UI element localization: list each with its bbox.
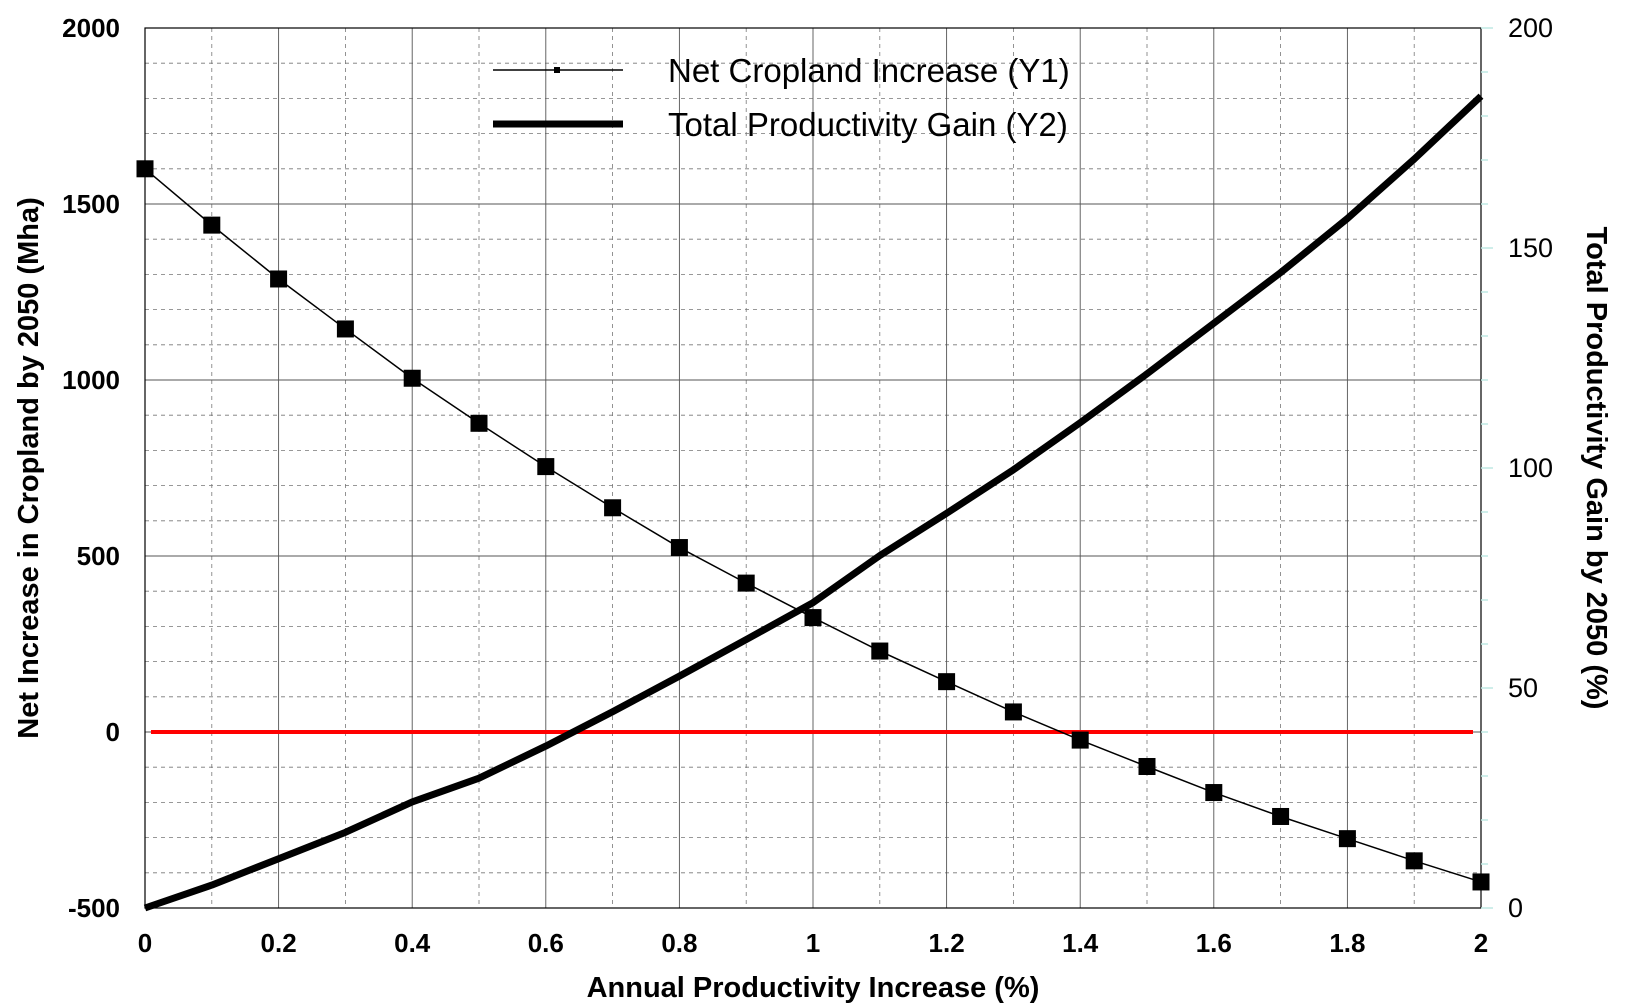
legend-entry-net-cropland: Net Cropland Increase (Y1) <box>668 52 1070 89</box>
x-axis-title: Annual Productivity Increase (%) <box>587 972 1040 1004</box>
data-point-net-cropland <box>270 270 288 288</box>
series-line-productivity-gain <box>143 93 1484 912</box>
x-tick-label: 0.6 <box>528 928 564 958</box>
y-axis-tick-labels: -500 0 500 1000 1500 2000 <box>62 13 120 923</box>
data-point-net-cropland <box>537 458 555 476</box>
data-point-net-cropland <box>1071 731 1089 749</box>
y2-tick-label: 150 <box>1508 233 1553 263</box>
x-tick-label: 0 <box>138 928 152 958</box>
data-point-net-cropland <box>1405 852 1423 870</box>
x-tick-label: 0.4 <box>394 928 431 958</box>
series-layer <box>136 93 1490 912</box>
y-tick-label: 1500 <box>62 189 120 219</box>
y-tick-label: -500 <box>68 893 120 923</box>
data-point-net-cropland <box>670 539 688 557</box>
y2-tick-label: 0 <box>1508 893 1523 923</box>
y2-tick-label: 200 <box>1508 13 1553 43</box>
data-point-net-cropland <box>1004 703 1022 721</box>
y-tick-label: 2000 <box>62 13 120 43</box>
legend-entry-productivity-gain: Total Productivity Gain (Y2) <box>668 106 1068 143</box>
data-point-net-cropland <box>1205 784 1223 802</box>
y2-tick-label: 100 <box>1508 453 1553 483</box>
x-tick-label: 1.2 <box>929 928 965 958</box>
data-point-net-cropland <box>1338 830 1356 848</box>
data-point-net-cropland <box>203 216 221 234</box>
data-point-net-cropland <box>470 414 488 432</box>
data-point-net-cropland <box>1272 807 1290 825</box>
data-point-net-cropland <box>336 320 354 338</box>
data-point-net-cropland <box>604 499 622 517</box>
x-tick-label: 0.2 <box>261 928 297 958</box>
y2-tick-label: 50 <box>1508 673 1538 703</box>
y-axis-title: Net Increase in Cropland by 2050 (Mha) <box>13 197 45 738</box>
y-tick-label: 500 <box>77 541 120 571</box>
y2-axis-title: Total Productivity Gain by 2050 (%) <box>1580 227 1612 710</box>
x-tick-label: 1.4 <box>1062 928 1099 958</box>
data-point-net-cropland <box>1472 873 1490 891</box>
x-axis-tick-labels: 0 0.2 0.4 0.6 0.8 1 1.2 1.4 1.6 1.8 2 <box>138 928 1488 958</box>
data-point-net-cropland <box>403 369 421 387</box>
y2-axis-tick-labels: 0 50 100 150 200 <box>1508 13 1553 923</box>
legend-marker-net-cropland <box>554 67 560 73</box>
data-point-net-cropland <box>136 160 154 178</box>
x-tick-label: 1 <box>806 928 820 958</box>
data-point-net-cropland <box>804 609 822 627</box>
x-tick-label: 1.8 <box>1329 928 1365 958</box>
data-point-net-cropland <box>871 642 889 660</box>
y-tick-label: 1000 <box>62 365 120 395</box>
x-tick-label: 1.6 <box>1196 928 1232 958</box>
right-axis-tick-marks <box>1481 27 1493 909</box>
data-point-net-cropland <box>1138 757 1156 775</box>
y-tick-label: 0 <box>106 717 120 747</box>
data-point-net-cropland <box>938 673 956 691</box>
legend: Net Cropland Increase (Y1) Total Product… <box>493 52 1070 143</box>
x-tick-label: 2 <box>1474 928 1488 958</box>
x-tick-label: 0.8 <box>661 928 697 958</box>
data-point-net-cropland <box>737 574 755 592</box>
